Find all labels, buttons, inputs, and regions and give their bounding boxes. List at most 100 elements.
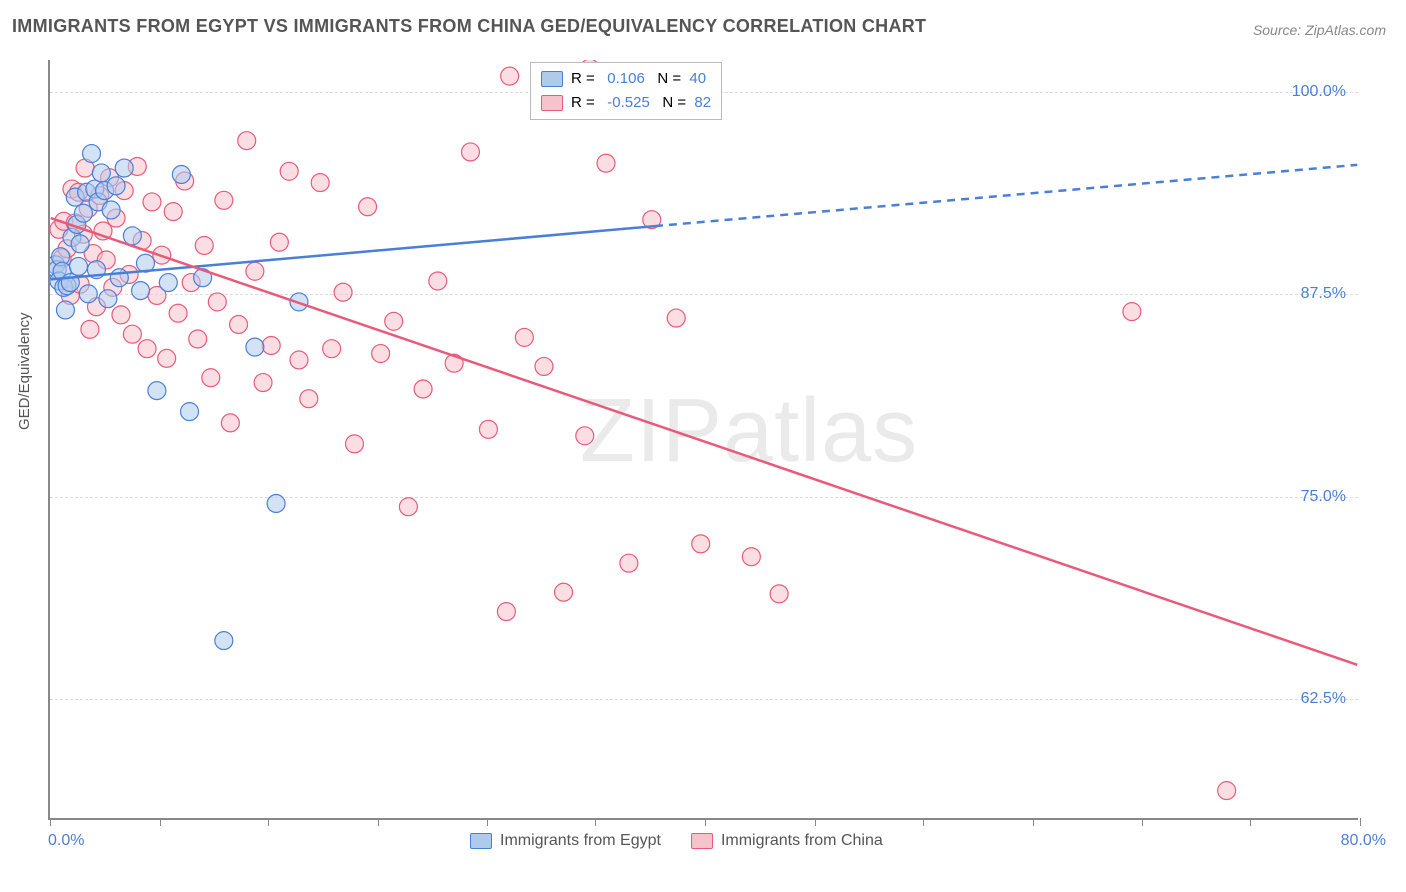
data-point bbox=[1218, 782, 1236, 800]
data-point bbox=[63, 180, 81, 198]
data-point bbox=[270, 233, 288, 251]
data-point bbox=[50, 220, 68, 238]
data-point bbox=[50, 261, 66, 279]
trend-line bbox=[655, 165, 1357, 226]
chart-svg bbox=[50, 60, 1358, 818]
x-axis-min-label: 0.0% bbox=[48, 832, 84, 850]
data-point bbox=[692, 535, 710, 553]
gridline-horizontal bbox=[50, 294, 1358, 295]
data-point bbox=[107, 177, 125, 195]
gridline-horizontal bbox=[50, 497, 1358, 498]
legend-stats: R = -0.525 N = 82 bbox=[571, 91, 711, 115]
data-point bbox=[445, 354, 463, 372]
data-point bbox=[76, 159, 94, 177]
data-point bbox=[71, 275, 89, 293]
data-point bbox=[102, 201, 120, 219]
data-point bbox=[311, 174, 329, 192]
correlation-legend-row: R = 0.106 N = 40 bbox=[541, 67, 711, 91]
data-point bbox=[70, 257, 88, 275]
data-point bbox=[262, 336, 280, 354]
data-point bbox=[385, 312, 403, 330]
x-tick-mark bbox=[705, 818, 706, 826]
legend-swatch bbox=[691, 833, 713, 849]
data-point bbox=[399, 498, 417, 516]
data-point bbox=[53, 262, 71, 280]
data-point bbox=[535, 357, 553, 375]
data-point bbox=[55, 212, 73, 230]
data-point bbox=[169, 304, 187, 322]
legend-swatch bbox=[541, 71, 563, 87]
data-point bbox=[153, 246, 171, 264]
data-point bbox=[132, 282, 150, 300]
data-point bbox=[158, 349, 176, 367]
data-point bbox=[620, 554, 638, 572]
x-tick-mark bbox=[595, 818, 596, 826]
data-point bbox=[56, 301, 74, 319]
data-point bbox=[189, 330, 207, 348]
x-tick-mark bbox=[1142, 818, 1143, 826]
data-point bbox=[176, 172, 194, 190]
data-point bbox=[92, 164, 110, 182]
data-point bbox=[461, 143, 479, 161]
data-point bbox=[501, 67, 519, 85]
data-point bbox=[359, 198, 377, 216]
x-tick-mark bbox=[378, 818, 379, 826]
data-point bbox=[110, 269, 128, 287]
x-tick-mark bbox=[1250, 818, 1251, 826]
data-point bbox=[107, 209, 125, 227]
data-point bbox=[87, 261, 105, 279]
data-point bbox=[148, 382, 166, 400]
data-point bbox=[91, 186, 109, 204]
data-point bbox=[101, 169, 119, 187]
data-point bbox=[74, 225, 92, 243]
y-tick-label: 62.5% bbox=[1301, 690, 1346, 708]
data-point bbox=[555, 583, 573, 601]
data-point bbox=[770, 585, 788, 603]
x-tick-mark bbox=[50, 818, 51, 826]
data-point bbox=[215, 191, 233, 209]
data-point bbox=[667, 309, 685, 327]
data-point bbox=[194, 269, 212, 287]
data-point bbox=[89, 193, 107, 211]
data-point bbox=[221, 414, 239, 432]
data-point bbox=[497, 603, 515, 621]
data-point bbox=[202, 369, 220, 387]
y-tick-label: 87.5% bbox=[1301, 285, 1346, 303]
plot-area: 62.5%75.0%87.5%100.0%ZIPatlas bbox=[48, 60, 1358, 820]
x-tick-mark bbox=[815, 818, 816, 826]
data-point bbox=[643, 211, 661, 229]
data-point bbox=[94, 222, 112, 240]
data-point bbox=[133, 232, 151, 250]
x-tick-mark bbox=[1360, 818, 1361, 826]
data-point bbox=[52, 248, 70, 266]
data-point bbox=[742, 548, 760, 566]
series-legend: Immigrants from EgyptImmigrants from Chi… bbox=[470, 832, 883, 850]
data-point bbox=[58, 240, 76, 258]
data-point bbox=[61, 274, 79, 292]
data-point bbox=[78, 183, 96, 201]
data-point bbox=[414, 380, 432, 398]
data-point bbox=[300, 390, 318, 408]
x-tick-mark bbox=[487, 818, 488, 826]
data-point bbox=[68, 216, 86, 234]
data-point bbox=[290, 351, 308, 369]
y-axis-label: GED/Equivalency bbox=[16, 312, 33, 430]
source-label: Source: ZipAtlas.com bbox=[1253, 22, 1386, 38]
data-point bbox=[576, 427, 594, 445]
data-point bbox=[597, 154, 615, 172]
data-point bbox=[254, 374, 272, 392]
y-tick-label: 75.0% bbox=[1301, 488, 1346, 506]
correlation-legend: R = 0.106 N = 40R = -0.525 N = 82 bbox=[530, 62, 722, 120]
data-point bbox=[87, 298, 105, 316]
data-point bbox=[1123, 303, 1141, 321]
trend-line bbox=[51, 218, 1358, 665]
x-tick-mark bbox=[160, 818, 161, 826]
data-point bbox=[66, 214, 84, 232]
data-point bbox=[148, 286, 166, 304]
legend-label: Immigrants from China bbox=[721, 832, 883, 850]
x-tick-mark bbox=[1033, 818, 1034, 826]
x-axis-max-label: 80.0% bbox=[1341, 832, 1386, 850]
data-point bbox=[238, 132, 256, 150]
data-point bbox=[143, 193, 161, 211]
data-point bbox=[115, 159, 133, 177]
